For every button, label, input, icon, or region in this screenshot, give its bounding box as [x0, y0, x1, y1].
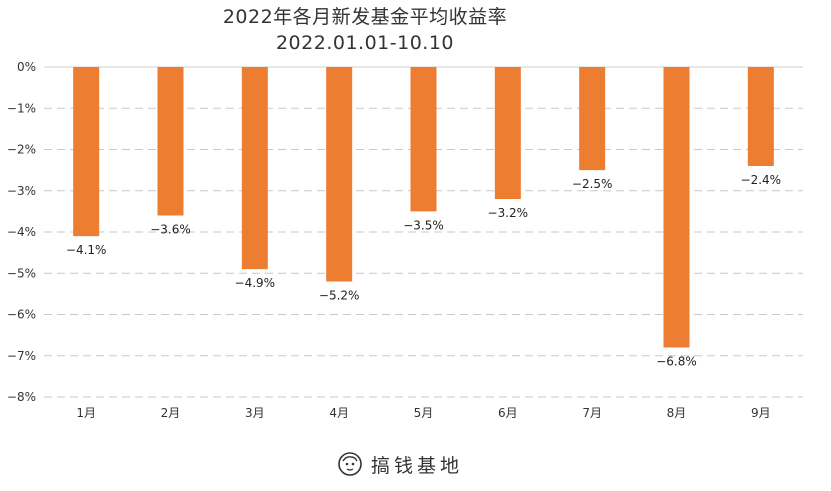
data-label: −3.5% — [403, 218, 444, 232]
x-tick-label: 3月 — [245, 406, 265, 420]
x-tick-label: 5月 — [414, 406, 434, 420]
chart-title: 2022年各月新发基金平均收益率 — [222, 6, 508, 28]
bar — [747, 67, 774, 166]
bar — [326, 67, 353, 282]
chart-title-block: 2022年各月新发基金平均收益率 2022.01.01-10.10 — [0, 4, 730, 56]
y-tick-label: −2% — [7, 143, 36, 157]
data-label: −2.4% — [741, 173, 782, 187]
bar — [73, 67, 100, 237]
data-label: −4.9% — [235, 276, 276, 290]
data-label: −5.2% — [319, 289, 360, 303]
y-tick-label: −4% — [7, 225, 36, 239]
x-tick-label: 8月 — [667, 406, 687, 420]
data-label: −2.5% — [572, 177, 613, 191]
y-tick-label: −6% — [7, 308, 36, 322]
bar — [241, 67, 268, 270]
y-tick-label: 0% — [17, 60, 36, 74]
watermark-logo: 搞钱基地 — [337, 448, 463, 480]
x-tick-label: 2月 — [161, 406, 181, 420]
x-tick-label: 9月 — [751, 406, 771, 420]
x-tick-label: 7月 — [582, 406, 602, 420]
y-tick-label: −8% — [7, 390, 36, 404]
y-tick-label: −3% — [7, 184, 36, 198]
data-label: −3.6% — [150, 223, 191, 237]
x-tick-label: 1月 — [76, 406, 96, 420]
chart-subtitle: 2022.01.01-10.10 — [275, 32, 455, 54]
y-tick-label: −1% — [7, 101, 36, 115]
bar — [663, 67, 690, 348]
bar — [410, 67, 437, 212]
y-tick-label: −7% — [7, 349, 36, 363]
data-label: −6.8% — [656, 355, 697, 369]
x-tick-label: 6月 — [498, 406, 518, 420]
data-label: −4.1% — [66, 243, 107, 257]
bar — [494, 67, 521, 199]
face-logo-icon — [338, 452, 362, 476]
watermark-text: 搞钱基地 — [371, 454, 464, 477]
y-tick-label: −5% — [7, 266, 36, 280]
bar — [579, 67, 606, 171]
bar — [157, 67, 184, 216]
data-label: −3.2% — [488, 206, 529, 220]
x-tick-label: 4月 — [329, 406, 349, 420]
